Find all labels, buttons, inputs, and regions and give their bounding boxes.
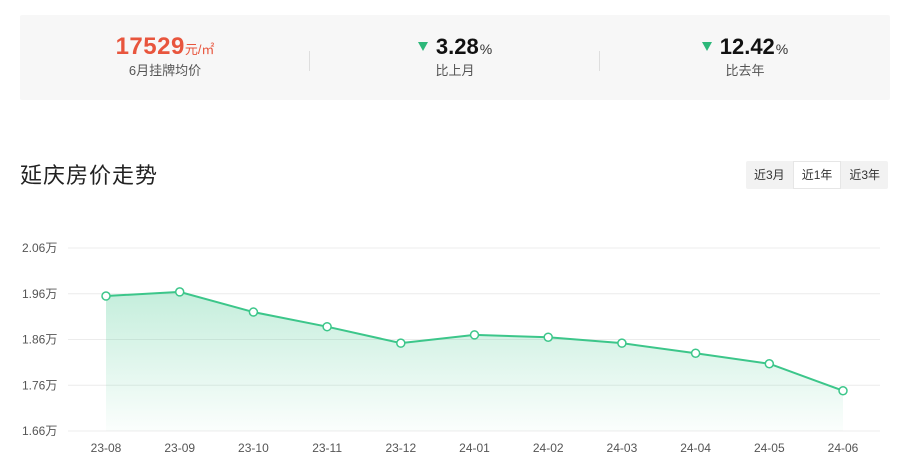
tab-3-years[interactable]: 近3年: [849, 168, 881, 182]
down-arrow-icon: [701, 42, 712, 51]
data-point[interactable]: [838, 385, 848, 396]
x-tick-label: 24-01: [459, 441, 490, 455]
data-point[interactable]: [543, 332, 553, 342]
x-tick-label: 24-05: [754, 441, 785, 455]
price-summary-panel: 17529元/㎡ 6月挂牌均价 3.28% 比上月 12.42% 比去年: [20, 15, 890, 100]
range-tabs: 近3月 近1年 近3年: [746, 161, 889, 189]
x-tick-label: 24-06: [828, 441, 859, 455]
y-tick-label: 1.66万: [22, 424, 57, 438]
price-area-fill: [106, 291, 843, 431]
y-tick-label: 1.86万: [22, 333, 57, 347]
data-point[interactable]: [248, 307, 259, 317]
x-tick-label: 23-09: [164, 441, 195, 455]
divider: [309, 51, 310, 71]
x-tick-label: 23-12: [385, 441, 416, 455]
yoy-change-stat: 12.42% 比去年: [600, 15, 890, 100]
data-point[interactable]: [322, 321, 332, 332]
tab-3-months[interactable]: 近3月: [754, 168, 785, 182]
x-tick-label: 23-10: [238, 441, 269, 455]
avg-price-unit: 元/㎡: [184, 42, 215, 57]
y-tick-label: 1.76万: [22, 378, 57, 392]
data-point[interactable]: [396, 338, 406, 348]
yoy-change-unit: %: [775, 41, 789, 57]
yoy-change-label: 比去年: [725, 63, 765, 78]
trend-title: 延庆房价走势: [20, 163, 159, 188]
down-arrow-icon: [417, 42, 428, 51]
x-tick-label: 24-02: [533, 441, 564, 455]
avg-price-value: 17529: [115, 33, 185, 60]
avg-price-label: 6月挂牌均价: [128, 63, 202, 78]
data-point[interactable]: [174, 287, 185, 297]
y-tick-label: 2.06万: [22, 241, 57, 255]
data-point[interactable]: [690, 348, 701, 358]
mom-change-value: 3.28: [435, 34, 479, 59]
yoy-change-value: 12.42: [719, 34, 775, 59]
mom-change-label: 比上月: [435, 63, 475, 78]
avg-price-stat: 17529元/㎡ 6月挂牌均价: [20, 15, 310, 100]
mom-change-unit: %: [479, 41, 493, 57]
data-point[interactable]: [617, 338, 627, 348]
x-tick-label: 23-08: [91, 441, 122, 455]
mom-change-stat: 3.28% 比上月: [310, 15, 600, 100]
tab-1-year[interactable]: 近1年: [792, 161, 842, 189]
x-tick-label: 24-03: [607, 441, 638, 455]
divider: [599, 51, 600, 71]
data-point[interactable]: [764, 358, 775, 369]
y-tick-label: 1.96万: [22, 287, 57, 301]
x-tick-label: 24-04: [680, 441, 711, 455]
x-tick-label: 23-11: [312, 441, 342, 455]
data-point[interactable]: [469, 330, 480, 340]
data-point[interactable]: [101, 291, 111, 301]
